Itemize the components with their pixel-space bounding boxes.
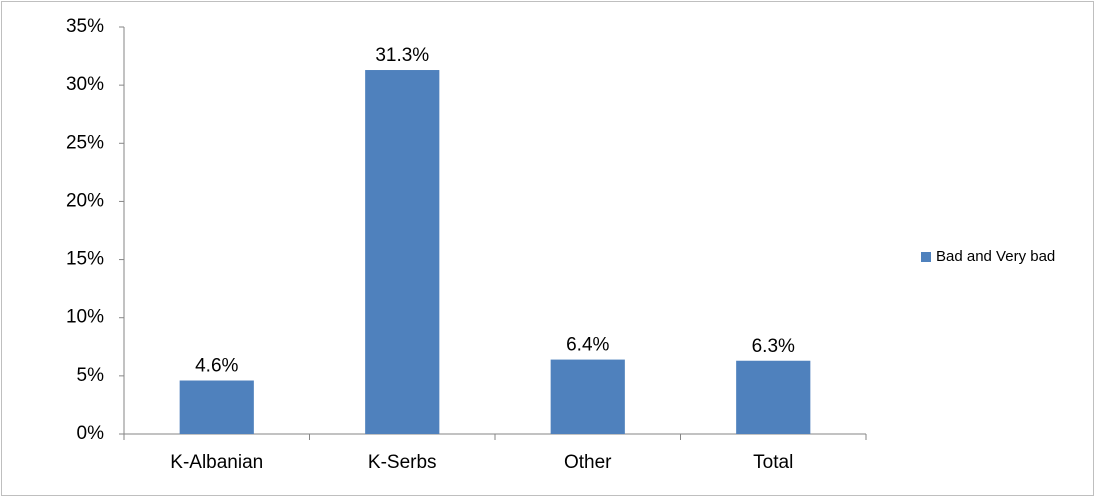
y-tick-label: 25%: [66, 132, 104, 153]
legend: Bad and Very bad: [921, 248, 1071, 266]
x-tick-label: Total: [753, 452, 793, 473]
x-tick-label: Other: [564, 452, 612, 473]
y-tick-label: 20%: [66, 190, 104, 211]
bar: [365, 70, 440, 435]
data-label: 4.6%: [195, 356, 238, 377]
y-tick-label: 5%: [77, 365, 105, 386]
y-tick-label: 35%: [66, 16, 104, 37]
data-label: 6.4%: [566, 335, 609, 356]
bar: [550, 359, 625, 434]
bar: [179, 380, 254, 434]
data-label: 6.3%: [752, 336, 795, 357]
legend-label: Bad and Very bad: [936, 248, 1056, 265]
x-tick-label: K-Serbs: [368, 452, 437, 473]
legend-swatch: [921, 252, 931, 262]
x-tick-label: K-Albanian: [170, 452, 263, 473]
y-tick-label: 15%: [66, 249, 104, 270]
y-tick-label: 30%: [66, 74, 104, 95]
bar: [736, 360, 811, 434]
y-tick-label: 10%: [66, 307, 104, 328]
data-label: 31.3%: [375, 45, 429, 66]
y-tick-label: 0%: [77, 423, 105, 444]
